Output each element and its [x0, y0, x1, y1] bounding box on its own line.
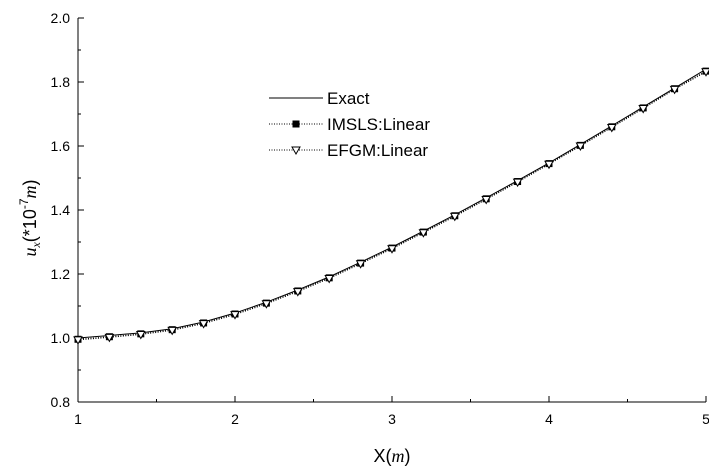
y-axis-label-var: u: [20, 248, 40, 257]
series-line: [78, 71, 706, 339]
plot-area: [74, 68, 709, 344]
legend-entry-0: Exact: [269, 89, 370, 108]
legend-entry-2: EFGM:Linear: [269, 141, 428, 160]
x-axis-label-text: X(: [374, 446, 392, 466]
x-axis-label: X(m): [374, 446, 411, 466]
legend-entry-1: IMSLS:Linear: [269, 115, 430, 134]
series-0: [78, 69, 706, 338]
axes: 1 2 3 4 5 0.8 1.0 1.2 1.4 1.6 1.8 2.0: [51, 10, 709, 427]
y-tick-label: 1.6: [51, 138, 71, 154]
legend-label: EFGM:Linear: [327, 141, 428, 160]
legend: Exact IMSLS:Linear EFGM:Linear: [269, 89, 430, 160]
legend-marker: [292, 147, 300, 154]
x-tick-label: 5: [702, 411, 709, 427]
y-axis-label-close: ): [20, 179, 40, 185]
y-axis-label-open: (*10: [20, 209, 40, 242]
series-1: [75, 68, 709, 343]
x-tick-label: 3: [388, 411, 396, 427]
series-2: [74, 69, 709, 344]
series-line: [78, 69, 706, 338]
series-line: [78, 72, 706, 340]
legend-marker: [293, 121, 300, 128]
legend-label: IMSLS:Linear: [327, 115, 430, 134]
y-axis-label-exp: -7: [17, 198, 31, 209]
y-tick-label: 1.2: [51, 266, 71, 282]
y-tick-label: 2.0: [51, 10, 71, 26]
y-ticks: 0.8 1.0 1.2 1.4 1.6 1.8 2.0: [51, 10, 84, 410]
y-axis-label-unit: m: [20, 185, 40, 198]
x-axis-label-close: ): [405, 446, 411, 466]
y-tick-label: 1.4: [51, 202, 71, 218]
y-axis-label: ux(*10-7m): [17, 179, 43, 256]
x-tick-label: 1: [74, 411, 82, 427]
y-tick-label: 0.8: [51, 394, 71, 410]
y-tick-label: 1.8: [51, 74, 71, 90]
y-tick-label: 1.0: [51, 330, 71, 346]
x-ticks: 1 2 3 4 5: [74, 396, 709, 427]
x-axis-label-unit: m: [392, 446, 405, 466]
x-tick-label: 4: [545, 411, 553, 427]
legend-label: Exact: [327, 89, 370, 108]
x-tick-label: 2: [231, 411, 239, 427]
